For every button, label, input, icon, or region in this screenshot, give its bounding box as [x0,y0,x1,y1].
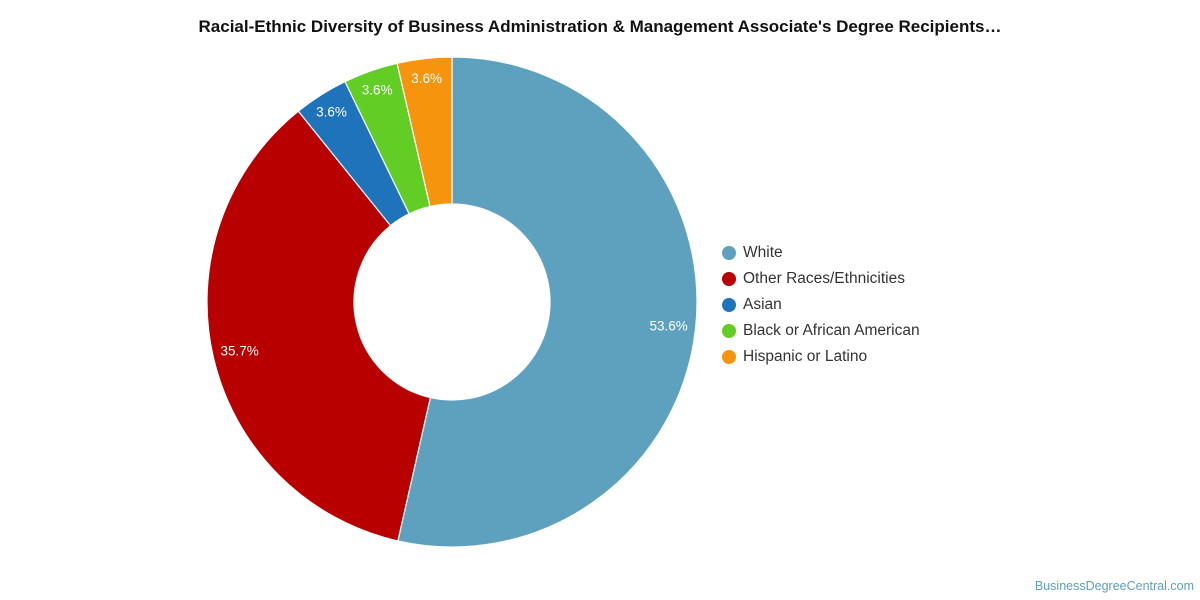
chart-legend: White Other Races/Ethnicities Asian Black o… [722,240,920,370]
slice-value-label: 35.7% [220,344,258,359]
source-watermark[interactable]: BusinessDegreeCentral.com [1034,579,1194,593]
legend-swatch [722,350,736,364]
slice-value-label: 53.6% [650,319,688,334]
legend-item[interactable]: Other Races/Ethnicities [722,266,920,292]
chart-title: Racial-Ethnic Diversity of Business Admi… [198,17,1002,36]
slice-value-label: 3.6% [362,82,393,97]
legend-swatch [722,246,736,260]
legend-item[interactable]: Asian [722,292,920,318]
legend-swatch [722,272,736,286]
legend-item[interactable]: White [722,240,920,266]
legend-item[interactable]: Black or African American [722,318,920,344]
donut-slice-white[interactable] [397,56,698,548]
donut-slice-other-races-ethnicities[interactable] [206,110,432,542]
legend-swatch [722,324,736,338]
donut-slice-hispanic-or-latino[interactable] [396,56,453,208]
legend-label: White [743,244,783,261]
slice-value-label: 3.6% [411,71,442,86]
legend-label: Other Races/Ethnicities [743,270,905,287]
legend-label: Hispanic or Latino [743,348,868,365]
legend-label: Asian [743,296,782,313]
legend-label: Black or African American [743,322,920,339]
slice-value-label: 3.6% [316,104,347,119]
legend-item[interactable]: Hispanic or Latino [722,344,920,370]
legend-swatch [722,298,736,312]
